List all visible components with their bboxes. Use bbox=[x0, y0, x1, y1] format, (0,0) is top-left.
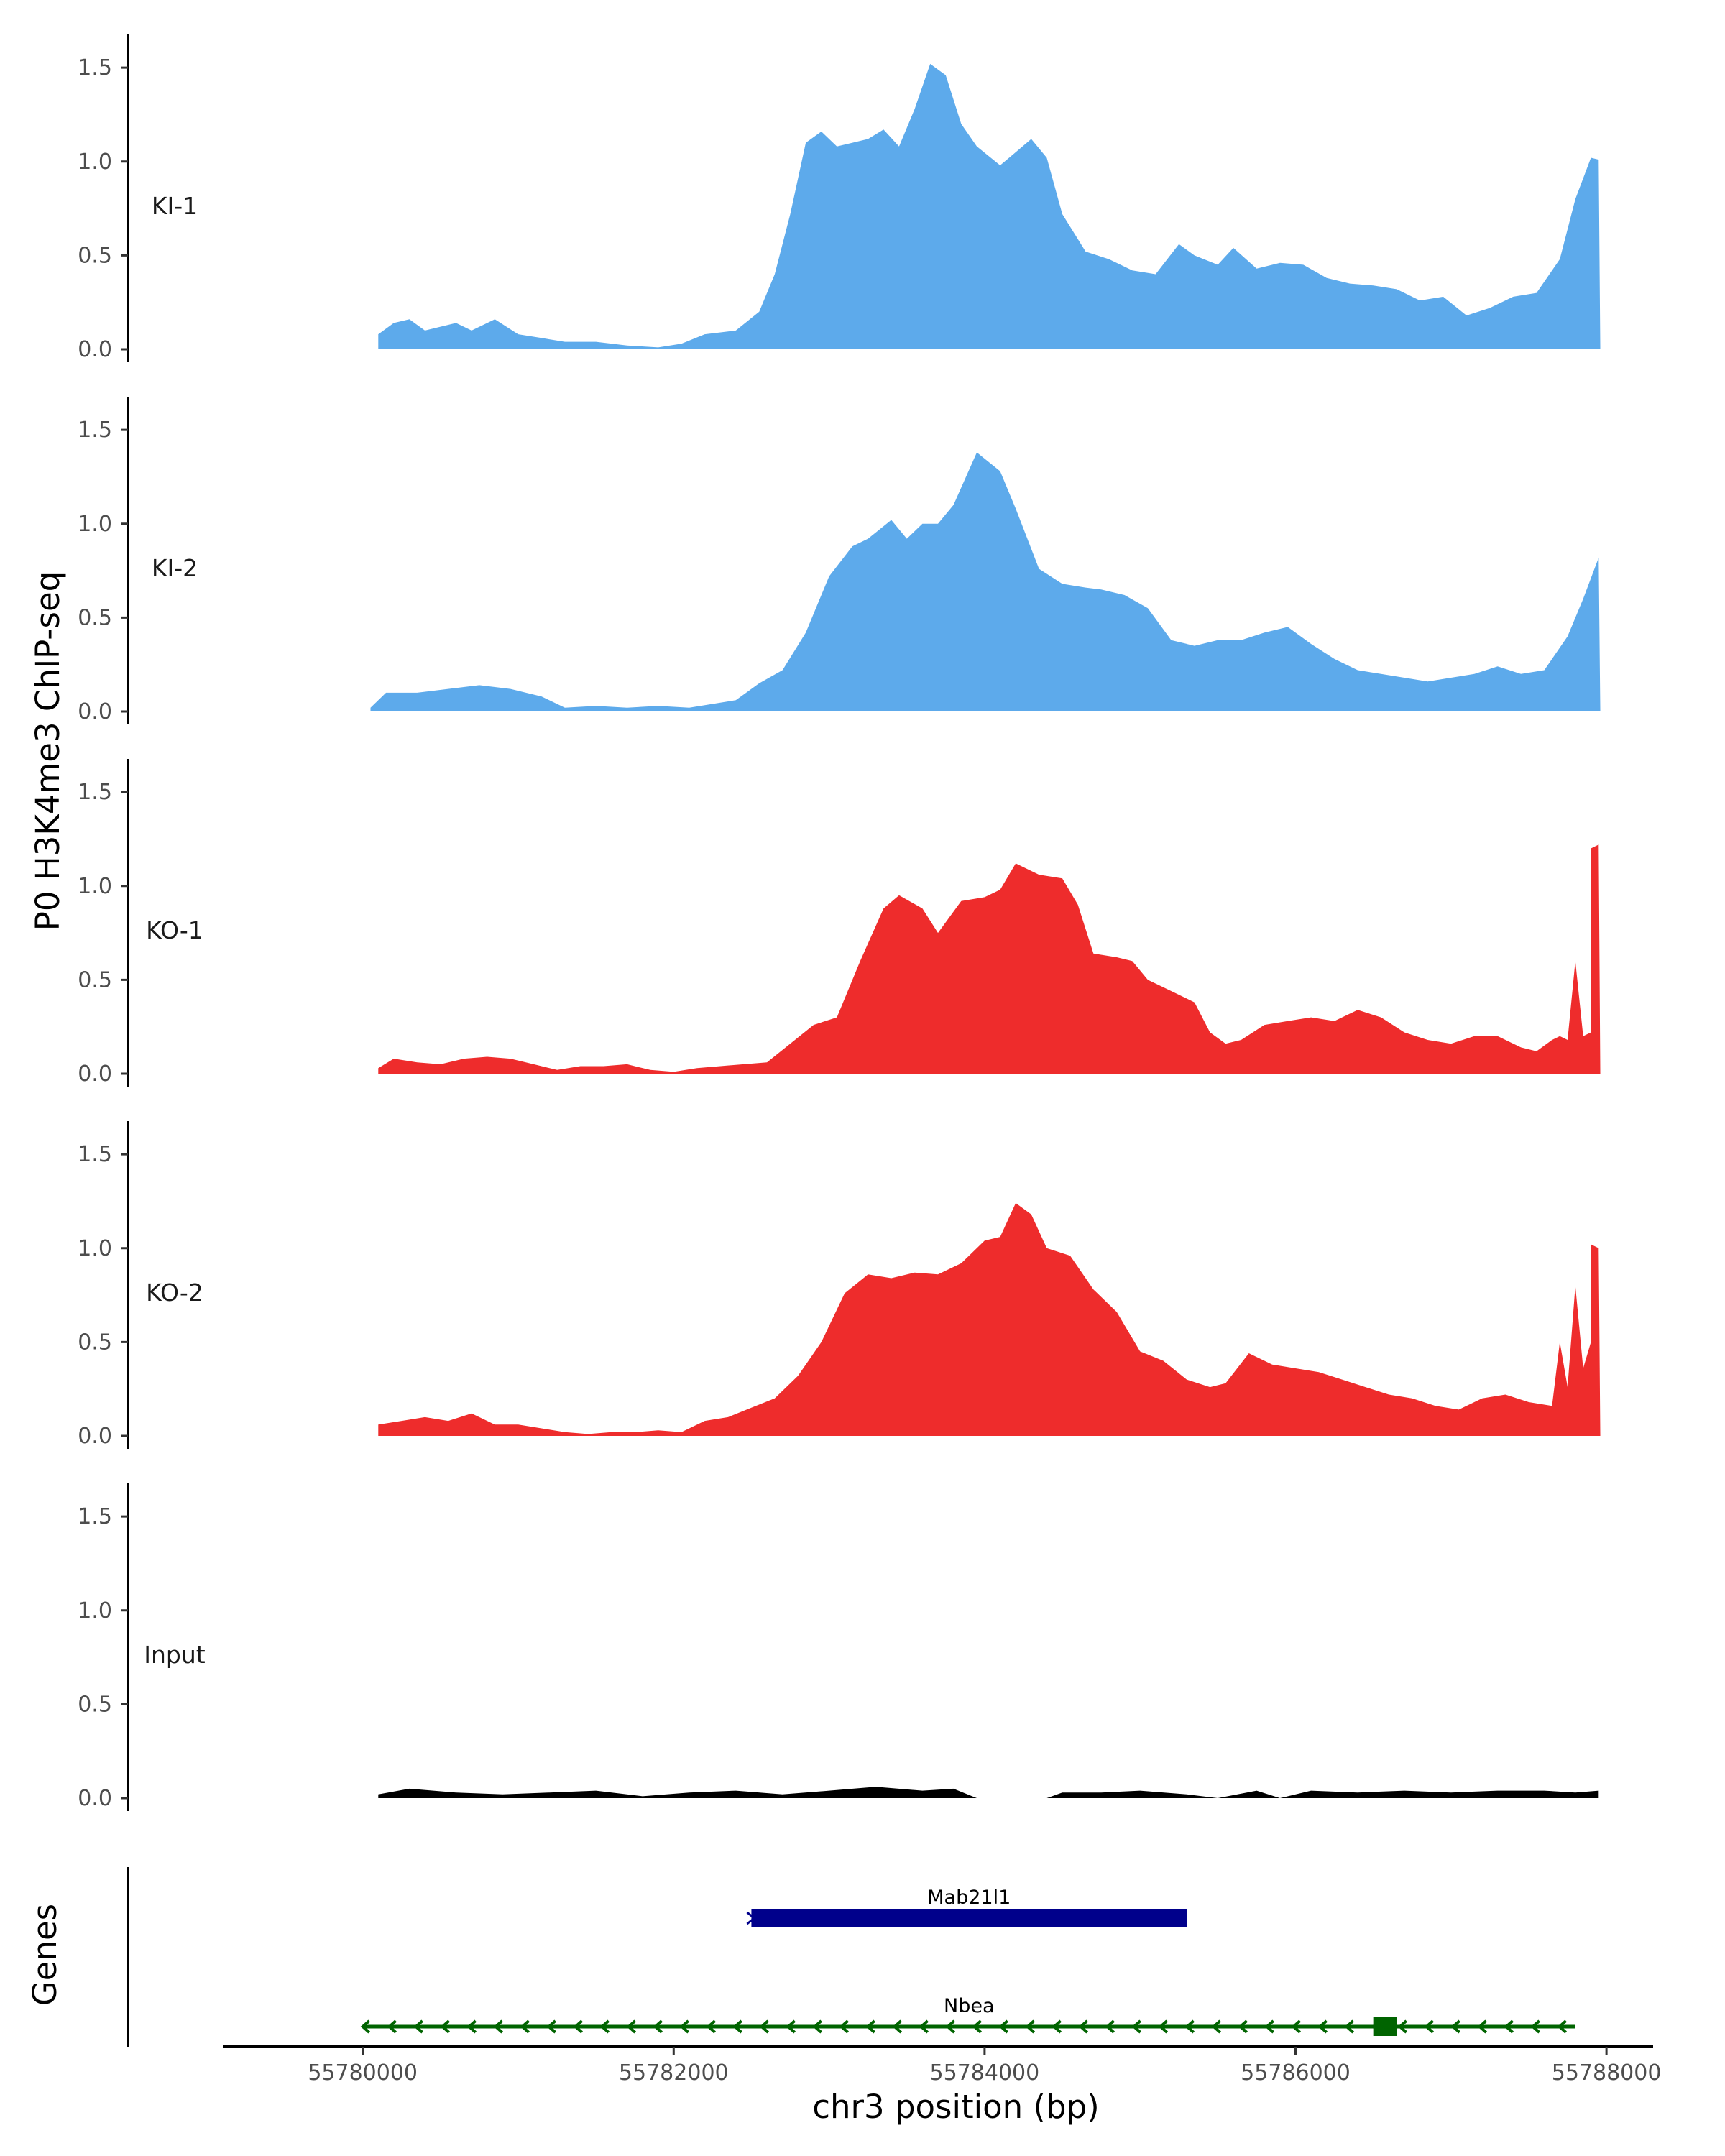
gene-strand-arrow bbox=[466, 2019, 477, 2034]
y-tick-label: 0.5 bbox=[78, 967, 112, 992]
x-tick-label: 55780000 bbox=[308, 2060, 418, 2086]
y-tick-label: 1.0 bbox=[78, 874, 112, 899]
track-panel-ko-1: 0.0 0.5 1.0 1.5 KO-1 bbox=[78, 759, 1601, 1087]
gene-strand-arrow bbox=[1052, 2019, 1062, 2034]
gene-strand-arrow bbox=[1264, 2019, 1274, 2034]
gene-exon bbox=[1373, 2017, 1397, 2036]
gene-strand-arrow bbox=[1211, 2019, 1221, 2034]
gene-strand-arrow bbox=[1557, 2019, 1567, 2034]
y-tick-label: 1.5 bbox=[78, 418, 112, 443]
gene-strand-arrow bbox=[1504, 2019, 1514, 2034]
gene-strand-arrow bbox=[520, 2019, 530, 2034]
y-tick-label: 1.0 bbox=[78, 149, 112, 175]
gene-strand-arrow bbox=[573, 2019, 584, 2034]
y-tick-label: 0.5 bbox=[78, 243, 112, 268]
y-tick-label: 1.5 bbox=[78, 780, 112, 805]
x-tick-label: 55782000 bbox=[619, 2060, 729, 2086]
gene-strand-arrow bbox=[1530, 2019, 1540, 2034]
gene-strand-arrow bbox=[1131, 2019, 1141, 2034]
signal-area-input bbox=[378, 1787, 1599, 1798]
gene-strand-arrow bbox=[732, 2019, 742, 2034]
track-label: KI-2 bbox=[152, 554, 198, 582]
gene-track-title: Genes bbox=[26, 1904, 64, 2006]
y-tick-label: 0.5 bbox=[78, 1692, 112, 1717]
gene-nbea: Nbea bbox=[360, 1995, 1576, 2036]
gene-strand-arrow bbox=[493, 2019, 504, 2034]
gene-strand-arrow bbox=[786, 2019, 796, 2034]
gene-strand-arrow bbox=[812, 2019, 822, 2034]
gene-strand-arrow bbox=[653, 2019, 663, 2034]
x-tick-label: 55784000 bbox=[930, 2060, 1040, 2086]
signal-area-ko-2 bbox=[378, 1203, 1601, 1436]
gene-strand-arrow bbox=[1477, 2019, 1487, 2034]
x-axis-title: chr3 position (bp) bbox=[812, 2088, 1100, 2126]
gene-strand-arrow bbox=[706, 2019, 717, 2034]
y-tick-label: 1.5 bbox=[78, 55, 112, 80]
x-tick-label: 55788000 bbox=[1552, 2060, 1662, 2086]
tracks-layer: 0.0 0.5 1.0 1.5 KI-1 0.0 0.5 1.0 1.5 KI-2 0.0 0.5 1.… bbox=[78, 34, 1601, 1811]
gene-strand-arrow bbox=[626, 2019, 637, 2034]
gene-strand-arrow bbox=[360, 2019, 371, 2034]
gene-strand-arrow bbox=[998, 2019, 1008, 2034]
track-panel-ko-2: 0.0 0.5 1.0 1.5 KO-2 bbox=[78, 1121, 1601, 1449]
y-tick-label: 0.0 bbox=[78, 337, 112, 362]
gene-strand-arrow bbox=[413, 2019, 424, 2034]
gene-strand-arrow bbox=[865, 2019, 875, 2034]
gene-strand-arrow bbox=[839, 2019, 849, 2034]
gene-strand-arrow bbox=[1344, 2019, 1354, 2034]
gene-mab21l1: Mab21l1 bbox=[746, 1886, 1187, 1927]
gene-label: Mab21l1 bbox=[927, 1886, 1011, 1909]
gene-strand-arrow bbox=[945, 2019, 955, 2034]
y-tick-label: 0.0 bbox=[78, 1424, 112, 1449]
y-tick-label: 1.0 bbox=[78, 1598, 112, 1623]
signal-area-ko-1 bbox=[378, 844, 1601, 1074]
gene-strand-arrow bbox=[1025, 2019, 1035, 2034]
gene-strand-arrow bbox=[1291, 2019, 1301, 2034]
gene-strand-arrow bbox=[546, 2019, 557, 2034]
y-tick-label: 0.5 bbox=[78, 1330, 112, 1355]
track-label: KO-2 bbox=[146, 1279, 203, 1307]
gene-strand-arrow bbox=[1424, 2019, 1434, 2034]
gene-strand-arrow bbox=[892, 2019, 902, 2034]
gene-strand-arrow bbox=[679, 2019, 690, 2034]
track-panel-ki-2: 0.0 0.5 1.0 1.5 KI-2 bbox=[78, 397, 1601, 724]
track-panel-ki-1: 0.0 0.5 1.0 1.5 KI-1 bbox=[78, 34, 1601, 362]
track-label: Input bbox=[144, 1641, 206, 1669]
track-label: KI-1 bbox=[152, 192, 198, 220]
gene-strand-arrow bbox=[440, 2019, 451, 2034]
gene-strand-arrow bbox=[972, 2019, 982, 2034]
gene-strand-arrow bbox=[1397, 2019, 1407, 2034]
gene-strand-arrow bbox=[759, 2019, 769, 2034]
gene-strand-arrow bbox=[1184, 2019, 1195, 2034]
y-tick-label: 1.5 bbox=[78, 1142, 112, 1167]
gene-strand-arrow bbox=[1078, 2019, 1088, 2034]
genes-layer: 55780000 55782000 55784000 55786000 55788000… bbox=[126, 1867, 1662, 2086]
signal-area-ki-1 bbox=[378, 63, 1601, 350]
gene-strand-arrow bbox=[746, 1911, 756, 1925]
gene-strand-arrow bbox=[919, 2019, 929, 2034]
y-tick-label: 0.0 bbox=[78, 1786, 112, 1811]
y-tick-label: 1.0 bbox=[78, 1236, 112, 1261]
gene-strand-arrow bbox=[599, 2019, 610, 2034]
y-tick-label: 0.0 bbox=[78, 1061, 112, 1087]
gene-strand-arrow bbox=[387, 2019, 397, 2034]
gene-strand-arrow bbox=[1158, 2019, 1168, 2034]
y-tick-label: 0.0 bbox=[78, 699, 112, 724]
gene-label: Nbea bbox=[944, 1995, 995, 2017]
signal-area-ki-2 bbox=[370, 452, 1601, 711]
gene-body bbox=[751, 1909, 1187, 1927]
y-axis-title: P0 H3K4me3 ChIP-seq bbox=[29, 571, 67, 931]
track-label: KO-1 bbox=[146, 916, 203, 944]
gene-strand-arrow bbox=[1238, 2019, 1248, 2034]
y-tick-label: 1.0 bbox=[78, 512, 112, 537]
track-panel-input: 0.0 0.5 1.0 1.5 Input bbox=[78, 1483, 1599, 1811]
y-tick-label: 0.5 bbox=[78, 605, 112, 630]
x-tick-label: 55786000 bbox=[1241, 2060, 1351, 2086]
gene-strand-arrow bbox=[1450, 2019, 1460, 2034]
y-tick-label: 1.5 bbox=[78, 1504, 112, 1529]
gene-strand-arrow bbox=[1317, 2019, 1328, 2034]
gene-strand-arrow bbox=[1105, 2019, 1115, 2034]
